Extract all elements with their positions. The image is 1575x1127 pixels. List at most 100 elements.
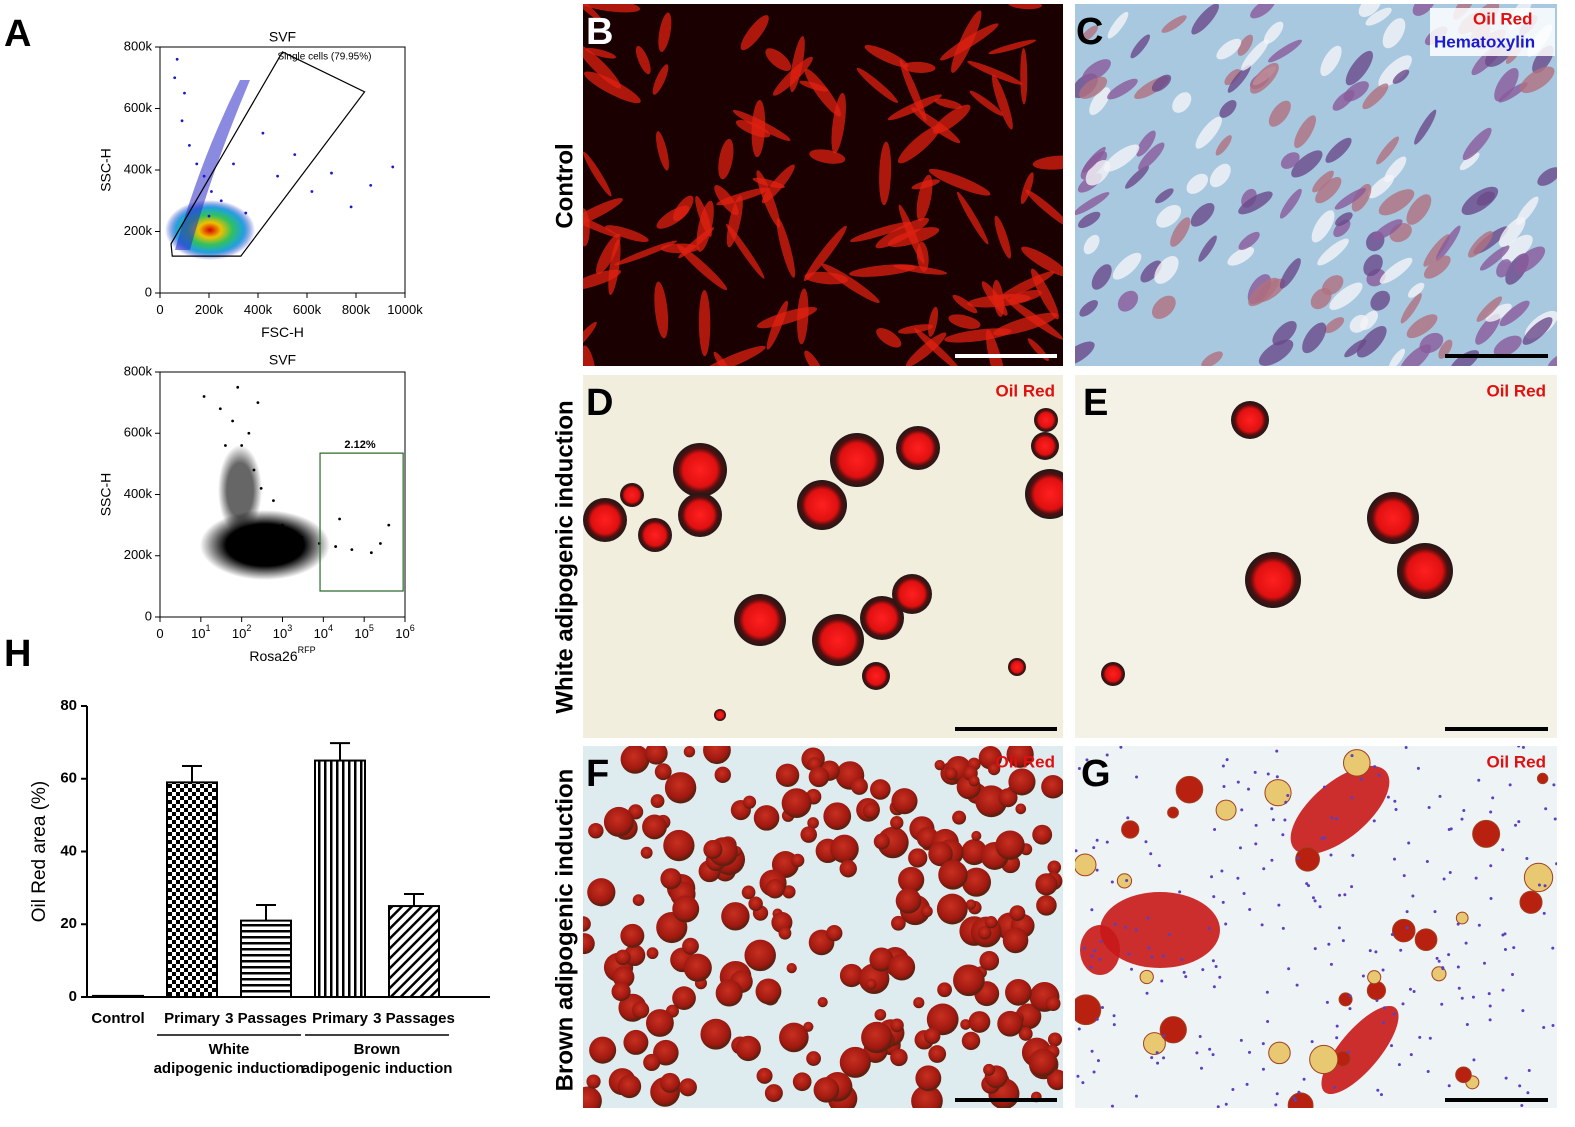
cell — [1333, 219, 1351, 238]
lipid-droplet — [715, 979, 743, 1007]
cell — [726, 195, 743, 248]
data-point — [240, 444, 244, 447]
data-point — [334, 545, 338, 548]
nucleus-dot — [1442, 877, 1446, 881]
nucleus-dot — [1239, 1038, 1243, 1042]
bar — [92, 994, 144, 999]
stain-label: Hematoxylin — [1434, 32, 1535, 51]
nucleus-dot — [1375, 998, 1379, 1002]
lipid-droplet — [1045, 996, 1061, 1012]
lipid-droplet — [891, 788, 918, 815]
lipid-droplet — [587, 878, 616, 907]
lipid-droplet — [890, 816, 904, 830]
cell — [1345, 50, 1374, 86]
nucleus-dot — [1488, 1004, 1492, 1008]
stained-cell — [1321, 1005, 1399, 1095]
panel-label: A — [4, 13, 31, 55]
cell — [1317, 238, 1349, 266]
lipid-droplet — [928, 841, 953, 867]
nucleus-dot — [1335, 1024, 1339, 1028]
lipid-droplet — [928, 1045, 947, 1063]
nucleus-dot — [1377, 773, 1381, 777]
lipid-droplet — [588, 823, 604, 839]
cell — [605, 225, 649, 242]
lipid-droplet — [778, 926, 792, 940]
nucleus-dot — [1551, 946, 1555, 950]
cell — [660, 243, 700, 254]
lipid-droplet — [944, 767, 958, 781]
data-point — [261, 131, 265, 135]
stained-cell — [1290, 765, 1390, 855]
cell — [1311, 210, 1335, 243]
nucleus-dot — [1435, 956, 1439, 960]
lipid-droplet — [952, 810, 967, 825]
nucleus-dot — [1341, 939, 1345, 943]
nucleus-dot — [1271, 818, 1275, 822]
row-label: White adipogenic induction — [551, 400, 578, 713]
nucleus-dot — [1236, 780, 1240, 784]
stained-cell — [1455, 1066, 1472, 1084]
nucleus-dot — [1412, 989, 1416, 993]
cell — [809, 149, 846, 164]
nucleus-dot — [1310, 1040, 1314, 1044]
nucleus-dot — [1220, 869, 1224, 873]
x-tick-label-text: 10 — [232, 626, 246, 641]
cell — [1155, 188, 1174, 204]
y-axis-label: SSC-H — [98, 473, 114, 517]
x-axis-label-text: FSC-H — [261, 324, 304, 340]
nucleus-dot — [1552, 783, 1556, 787]
bar — [314, 759, 366, 998]
cell — [1419, 332, 1444, 354]
nucleus-dot — [1359, 777, 1363, 781]
cell — [1315, 177, 1342, 204]
lipid-droplet — [1034, 408, 1058, 432]
nucleus-dot — [1343, 893, 1347, 897]
cell — [585, 47, 617, 59]
cell — [677, 244, 728, 291]
lipid-droplet — [961, 839, 988, 866]
nucleus-dot — [1526, 1091, 1530, 1095]
lipid-droplet — [823, 802, 852, 831]
cell — [1191, 4, 1220, 35]
nucleus-dot — [1376, 1088, 1380, 1092]
stained-cell — [1391, 918, 1416, 943]
nucleus-dot — [1457, 986, 1461, 990]
nucleus-dot — [1402, 874, 1406, 878]
x-tick-label-text: 10 — [273, 626, 287, 641]
cell — [1520, 66, 1555, 94]
nucleus-dot — [1491, 796, 1495, 800]
lipid-droplet — [721, 902, 750, 931]
cell — [928, 168, 991, 196]
cell — [1334, 188, 1366, 210]
lipid-droplet — [583, 916, 591, 932]
data-point — [180, 119, 184, 123]
data-point — [349, 205, 353, 209]
stained-cell — [1309, 1044, 1339, 1075]
cell — [1468, 231, 1493, 258]
lipid-droplet — [756, 1067, 773, 1084]
nucleus-dot — [1296, 856, 1300, 860]
cell — [1379, 257, 1413, 284]
cell — [1280, 152, 1300, 169]
nucleus-dot — [1477, 778, 1481, 782]
nucleus-dot — [1390, 932, 1394, 936]
nucleus-dot — [1119, 746, 1123, 749]
density-cloud — [218, 445, 262, 535]
stained-cell — [1367, 970, 1382, 985]
data-point — [173, 76, 177, 80]
cell — [850, 221, 912, 242]
nucleus-dot — [1212, 985, 1216, 989]
data-point — [219, 199, 223, 203]
nucleus-dot — [1201, 968, 1205, 972]
lipid-droplet — [1005, 978, 1032, 1006]
lipid-droplet — [782, 885, 796, 899]
cell — [1125, 165, 1149, 189]
lipid-droplet — [892, 574, 932, 614]
nucleus-dot — [1085, 758, 1089, 762]
nucleus-dot — [1411, 894, 1415, 898]
cell — [864, 45, 909, 68]
stained-cell — [1264, 779, 1292, 807]
stained-cell — [1287, 1092, 1314, 1108]
cell — [1414, 109, 1437, 145]
cell — [1082, 146, 1106, 173]
